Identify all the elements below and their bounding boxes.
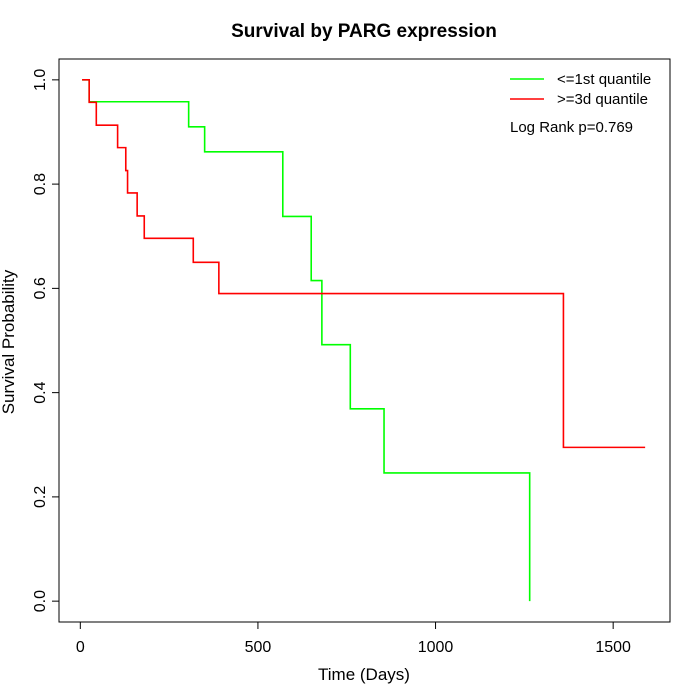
y-axis-label: Survival Probability bbox=[0, 269, 18, 414]
y-axis: 0.0 0.2 0.4 0.6 0.8 1.0 bbox=[32, 69, 60, 612]
x-tick-label: 1000 bbox=[418, 639, 454, 656]
km-curve-low bbox=[82, 79, 531, 602]
y-tick-label: 1.0 bbox=[32, 69, 49, 91]
y-tick-label: 0.0 bbox=[32, 590, 49, 612]
legend: <=1st quantile >=3d quantile bbox=[510, 71, 651, 108]
y-tick-label: 0.2 bbox=[32, 486, 49, 508]
km-curve-high bbox=[82, 79, 646, 449]
x-axis: 0 500 1000 1500 bbox=[76, 621, 631, 656]
y-tick-label: 0.8 bbox=[32, 173, 49, 195]
x-tick-label: 1500 bbox=[595, 639, 631, 656]
x-axis-label: Time (Days) bbox=[318, 665, 410, 684]
legend-label-high: >=3d quantile bbox=[557, 91, 648, 108]
y-tick-label: 0.6 bbox=[32, 277, 49, 299]
legend-label-low: <=1st quantile bbox=[557, 71, 651, 88]
log-rank-annotation: Log Rank p=0.769 bbox=[510, 119, 633, 136]
x-tick-label: 500 bbox=[245, 639, 272, 656]
y-tick-label: 0.4 bbox=[32, 381, 49, 403]
chart-title: Survival by PARG expression bbox=[231, 21, 497, 42]
series-layer bbox=[82, 79, 646, 602]
plot-area-frame bbox=[58, 58, 671, 623]
x-tick-label: 0 bbox=[76, 639, 85, 656]
